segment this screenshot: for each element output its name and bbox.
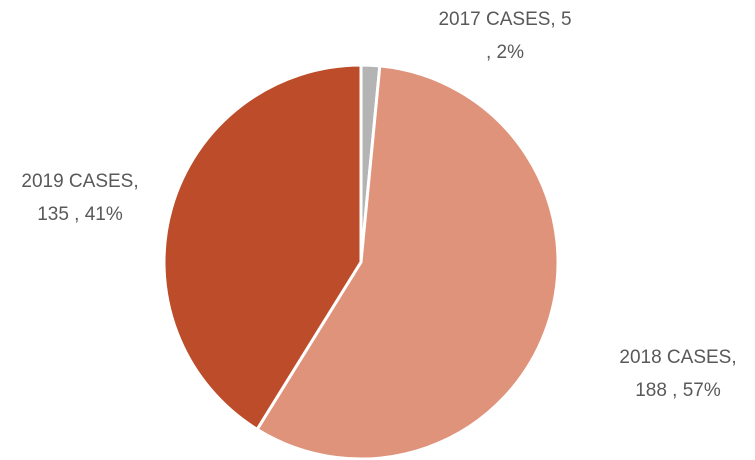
data-label: 135 , 41% bbox=[37, 204, 123, 225]
data-label: , 2% bbox=[486, 42, 524, 63]
pie-slice bbox=[255, 64, 560, 460]
data-label: 2019 CASES, bbox=[21, 171, 138, 192]
data-label: 188 , 57% bbox=[635, 380, 721, 401]
data-label: 2018 CASES, bbox=[619, 347, 736, 368]
pie-slice bbox=[162, 63, 363, 432]
data-label: 2017 CASES, 5 bbox=[438, 9, 571, 30]
